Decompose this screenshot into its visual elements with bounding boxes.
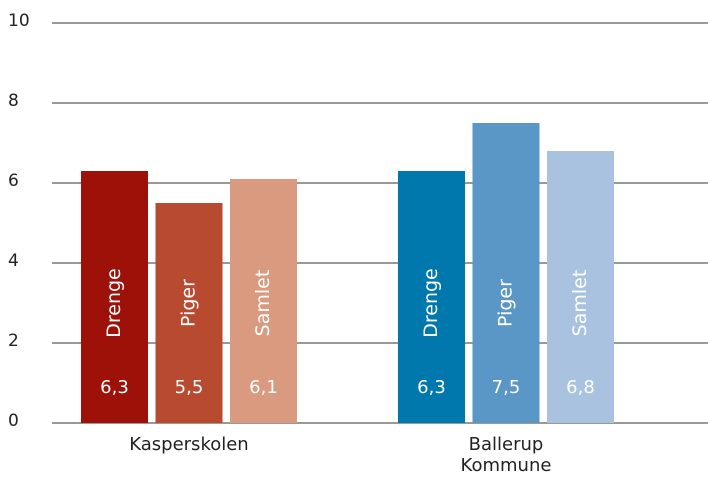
y-tick-label: 4: [8, 251, 19, 271]
value-label: 6,3: [417, 377, 446, 398]
value-label: 6,1: [249, 377, 278, 398]
bar: [81, 171, 148, 423]
y-tick-label: 2: [8, 331, 19, 351]
y-tick-label: 6: [8, 171, 19, 191]
y-tick-label: 0: [8, 411, 19, 431]
value-label: 6,8: [566, 377, 595, 398]
value-label: 5,5: [175, 377, 204, 398]
bar: [230, 179, 297, 423]
value-label: 7,5: [492, 377, 521, 398]
series-label: Samlet: [252, 270, 274, 337]
bar: [398, 171, 465, 423]
series-label: Drenge: [420, 268, 442, 338]
series-label: Drenge: [103, 268, 125, 338]
y-tick-label: 10: [8, 11, 30, 31]
y-tick-label: 8: [8, 91, 19, 111]
bar: [155, 203, 223, 423]
series-label: Piger: [495, 279, 517, 327]
bar: [472, 123, 540, 423]
x-tick-label: Ballerup Kommune: [460, 434, 552, 476]
series-label: Samlet: [569, 270, 591, 337]
series-label: Piger: [178, 279, 200, 327]
value-label: 6,3: [100, 377, 129, 398]
x-tick-label: Kasperskolen: [129, 434, 249, 455]
bar: [547, 151, 614, 423]
